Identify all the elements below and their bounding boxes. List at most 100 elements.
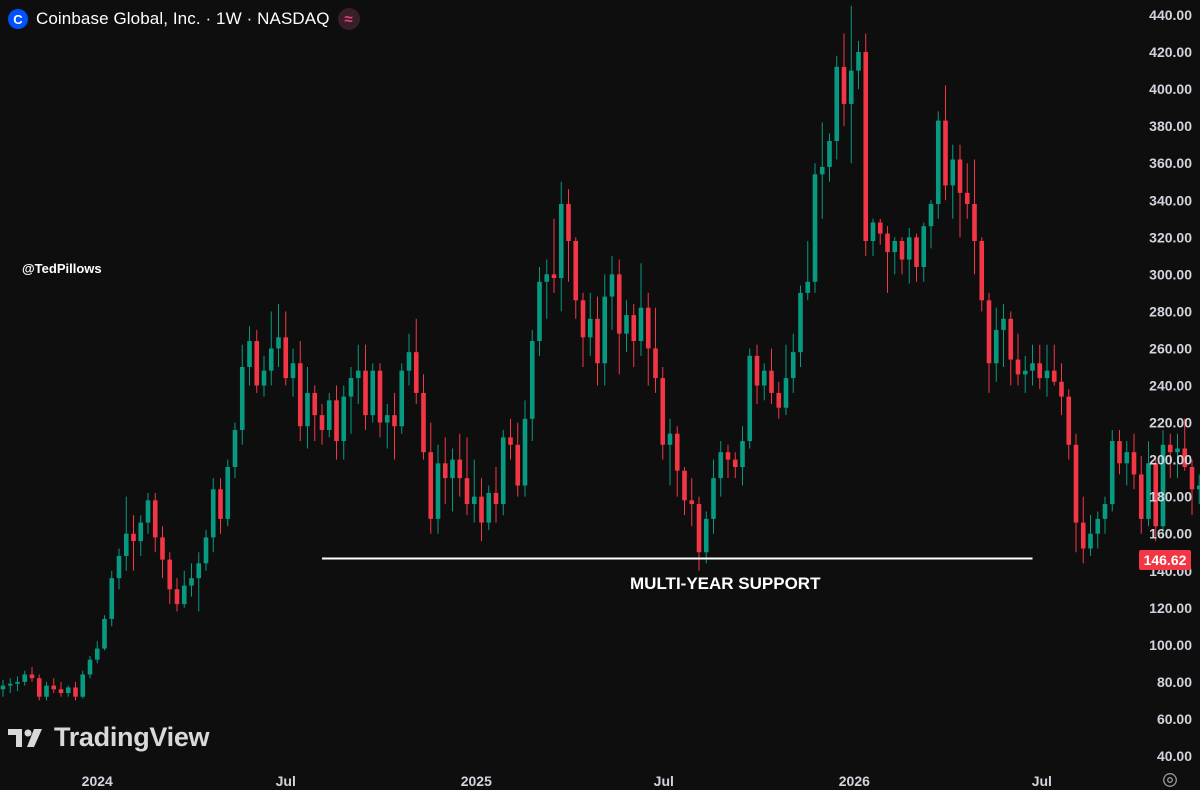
candle-body [580,300,586,338]
candle [660,366,666,460]
candle [73,681,78,701]
candle-body [877,222,883,234]
candle-body [1080,522,1086,549]
candle [783,344,789,416]
candle-body [595,318,600,364]
time-tick-label: 2025 [461,773,492,789]
candle [827,133,832,182]
candle [29,667,35,682]
price-tick-label: 220.00 [1149,415,1192,431]
candle [682,467,687,516]
candle [15,676,20,692]
price-tick-label: 60.00 [1157,711,1192,727]
candle [261,355,267,397]
candle-body [1022,370,1028,375]
candle-body [196,563,202,579]
candle [805,241,811,301]
candle-body [0,685,6,690]
candle [674,426,680,497]
candle [1124,441,1130,486]
candle [44,681,49,701]
candle [703,511,709,564]
candle-body [377,370,383,423]
candle-body [319,415,325,430]
candle-body [348,378,354,397]
candle-body [776,392,782,408]
axis-settings-icon[interactable] [1162,772,1178,788]
candle-body [660,378,666,445]
candle-body [479,496,484,523]
candle [761,363,767,401]
candle [326,392,332,438]
candle [138,515,144,556]
candle-body [29,674,35,679]
candle [145,492,151,534]
candle [392,392,397,460]
candle-body [935,120,941,204]
candle [1189,459,1195,516]
candle [160,526,165,579]
candle-body [892,241,898,253]
candle-body [167,559,173,590]
tradingview-branding[interactable]: TradingView [8,722,210,753]
candle [348,366,354,434]
candle-body [957,159,963,193]
candle-body [703,518,709,553]
candle [544,259,550,319]
candle [1030,344,1035,386]
candle [928,200,934,249]
candle [747,348,753,449]
candle-body [972,203,977,242]
candle-body [239,366,245,430]
candle-body [370,370,376,416]
candle [790,333,796,393]
candle-body [406,352,412,371]
candle [51,678,57,694]
time-axis[interactable]: 2024 Jul 2025 Jul 2026 Jul [82,773,1052,789]
candle [653,307,658,393]
price-tick-label: 300.00 [1149,266,1192,282]
candle [109,570,115,627]
candle-body [80,674,86,697]
candle-body [22,674,28,682]
time-tick-label: Jul [276,773,296,789]
candle [769,348,774,405]
candle [856,40,861,90]
candle-body [979,241,985,301]
candle [152,492,158,553]
candle-body [1167,444,1173,453]
candle-body [950,159,956,186]
candle-body [993,329,999,364]
candle [1109,429,1115,512]
candle [36,674,42,701]
candle [80,670,86,699]
tradingview-wordmark: TradingView [54,722,210,752]
candle [819,122,825,219]
candle-body [1196,485,1200,490]
candle-body [450,459,455,479]
candle-body [964,192,970,204]
candle [906,228,912,284]
candle [1008,311,1014,386]
candle [740,426,745,486]
candle-body [428,452,434,519]
price-axis[interactable]: 440.00 420.00 400.00 380.00 360.00 340.00 320.… [1149,7,1192,764]
candle [1175,433,1180,479]
candle-body [747,355,753,442]
candle-body [1175,448,1180,453]
candle-body [515,444,521,486]
candle-body [15,681,20,684]
candle-body [203,537,209,564]
candle-body [885,233,890,253]
indicator-wave-icon[interactable]: ≈ [337,8,360,30]
symbol-title[interactable]: Coinbase Global, Inc. · 1W · NASDAQ [36,9,330,28]
candle [102,615,107,651]
candle-body [761,370,767,386]
candle-body [1030,363,1035,371]
candle [1051,344,1057,386]
candle [566,189,571,282]
candle-body [500,437,506,505]
candle-body [1037,363,1043,379]
candle-body [529,341,535,419]
